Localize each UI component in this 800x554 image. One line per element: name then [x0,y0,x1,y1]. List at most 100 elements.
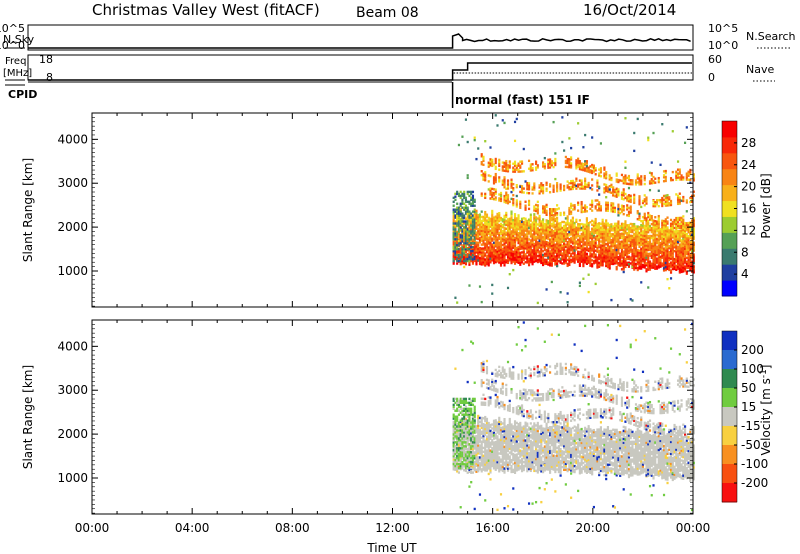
data-cell [617,188,619,190]
data-cell [528,200,530,202]
data-cell [503,176,505,178]
data-cell [605,196,607,198]
data-cell [582,278,584,280]
colorbar-segment [722,248,737,264]
data-cell [579,219,581,221]
data-cell [482,156,484,158]
data-cell [631,299,633,301]
data-cell [605,184,607,186]
data-cell [556,182,558,184]
data-cell [463,191,465,193]
colorbar-segment [722,137,737,153]
data-cell [651,215,653,217]
data-cell [659,164,661,166]
data-cell [505,192,507,194]
data-cell [530,214,532,216]
ytick-label: 3000 [57,176,88,190]
data-cell [658,205,660,207]
nsky-strip: N.Sky 10^5 10^0 10^5 10^0 N.Search [0,22,796,52]
data-cell [507,179,509,181]
data-cell [495,196,497,198]
data-cell [454,368,456,370]
data-cell [623,188,625,190]
data-cell [454,228,456,230]
data-cell [472,471,474,473]
data-cell [528,208,530,210]
data-cell [531,192,533,194]
data-cell [509,273,511,275]
data-cell [654,216,656,218]
colorbar-tick-label: 8 [741,245,749,259]
freq-strip: Freq. [MHz] 18 8 60 0 Nave [3,53,775,84]
data-cell [638,195,640,197]
data-cell [542,184,544,186]
colorbar-tick-label: 20 [741,180,756,194]
data-cell [658,215,660,217]
colorbar-tick-label: 12 [741,223,756,237]
data-cell [479,213,481,215]
data-cell [595,253,597,255]
data-cell [554,178,556,180]
power-ylabel: Slant Range [km] [21,158,35,262]
data-cell [556,204,558,206]
data-cell [593,165,595,167]
data-cell [570,211,572,213]
data-cell [668,196,670,198]
data-cell [605,171,607,173]
data-cell [610,223,612,225]
data-cell [633,150,635,152]
data-cell [491,292,493,294]
data-cell [672,130,674,132]
data-cell [546,188,548,190]
data-cell [617,204,619,206]
data-cell [556,217,558,219]
data-cell [651,161,653,163]
data-cell [523,170,525,172]
data-cell [588,291,590,293]
data-cell [519,164,521,166]
data-cell [565,156,567,158]
data-cell [666,216,668,218]
data-cell [624,174,626,176]
data-cell [484,193,486,195]
data-cell [612,202,614,204]
data-cell [479,285,481,287]
data-cell [546,204,548,206]
data-cell [553,185,555,187]
data-cell [623,213,625,215]
data-cell [623,205,625,207]
data-cell [624,167,626,169]
data-cell [624,161,626,163]
data-cell [484,211,486,213]
data-cell [567,292,569,294]
nsky-trace [28,34,691,48]
data-cell [575,219,577,221]
freq-unit-label: [MHz] [3,68,32,79]
data-cell [572,217,574,219]
data-cell [623,271,625,273]
data-cell [546,210,548,212]
data-cell [595,167,597,169]
freq-trace [28,63,692,80]
data-cell [684,142,686,144]
data-cell [528,192,530,194]
data-cell [595,218,597,220]
colorbar-segment [722,264,737,280]
data-cell [510,210,512,212]
data-cell [651,172,653,174]
data-cell [644,175,646,177]
data-cell [670,219,672,221]
data-cell [682,196,684,198]
data-cell [498,212,500,214]
data-cell [591,178,593,180]
data-cell [500,192,502,194]
data-cell [507,194,509,196]
data-cell [477,147,479,149]
nave-label: Nave [746,63,774,76]
data-cell [505,160,507,162]
data-cell [460,506,462,508]
data-cell [679,193,681,195]
data-cell [577,158,579,160]
data-cell [489,175,491,177]
